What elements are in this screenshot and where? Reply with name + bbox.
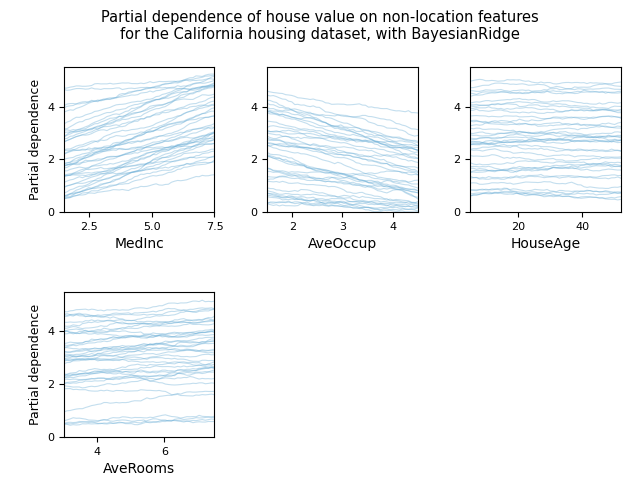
Text: Partial dependence of house value on non-location features
for the California ho: Partial dependence of house value on non… (101, 10, 539, 42)
X-axis label: AveOccup: AveOccup (308, 238, 377, 252)
X-axis label: HouseAge: HouseAge (511, 238, 580, 252)
X-axis label: MedInc: MedInc (115, 238, 164, 252)
Y-axis label: Partial dependence: Partial dependence (29, 304, 42, 425)
Y-axis label: Partial dependence: Partial dependence (29, 79, 42, 200)
X-axis label: AveRooms: AveRooms (103, 462, 175, 476)
